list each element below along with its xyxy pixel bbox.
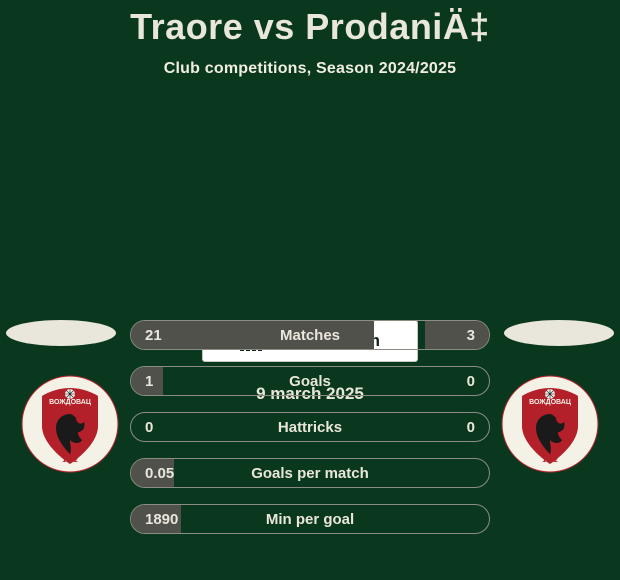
stat-row: 0Hattricks0 [130, 412, 490, 442]
comparison-content: ВОЖДОВАЦ 1912 ВОЖДОВАЦ 1912 21Matches31G… [0, 320, 620, 404]
stat-label: Matches [131, 321, 489, 350]
player-left-name: Traore [130, 6, 243, 47]
svg-text:ВОЖДОВАЦ: ВОЖДОВАЦ [49, 399, 92, 406]
svg-text:ВОЖДОВАЦ: ВОЖДОВАЦ [529, 399, 572, 406]
stat-value-right: 0 [467, 413, 475, 442]
versus-text: vs [254, 6, 295, 47]
stat-value-right: 3 [467, 321, 475, 350]
crest-right-icon: ВОЖДОВАЦ 1912 [500, 374, 600, 474]
stat-rows: 21Matches31Goals00Hattricks00.05Goals pe… [130, 320, 490, 550]
stat-row: 1Goals0 [130, 366, 490, 396]
comparison-title: Traore vs ProdaniÄ‡ [0, 0, 620, 48]
crest-left-icon: ВОЖДОВАЦ 1912 [20, 374, 120, 474]
stat-label: Min per goal [131, 505, 489, 534]
stat-value-right: 0 [467, 367, 475, 396]
competition-subtitle: Club competitions, Season 2024/2025 [0, 60, 620, 78]
stat-label: Goals [131, 367, 489, 396]
left-accent-pill [6, 320, 116, 346]
stat-row: 1890Min per goal [130, 504, 490, 534]
club-logo-left: ВОЖДОВАЦ 1912 [20, 374, 120, 474]
stat-row: 0.05Goals per match [130, 458, 490, 488]
player-right-name: ProdaniÄ‡ [305, 6, 490, 47]
svg-text:1912: 1912 [62, 457, 78, 464]
club-logo-right: ВОЖДОВАЦ 1912 [500, 374, 600, 474]
stat-row: 21Matches3 [130, 320, 490, 350]
stat-label: Goals per match [131, 459, 489, 488]
right-accent-pill [504, 320, 614, 346]
svg-text:1912: 1912 [542, 457, 558, 464]
stat-label: Hattricks [131, 413, 489, 442]
